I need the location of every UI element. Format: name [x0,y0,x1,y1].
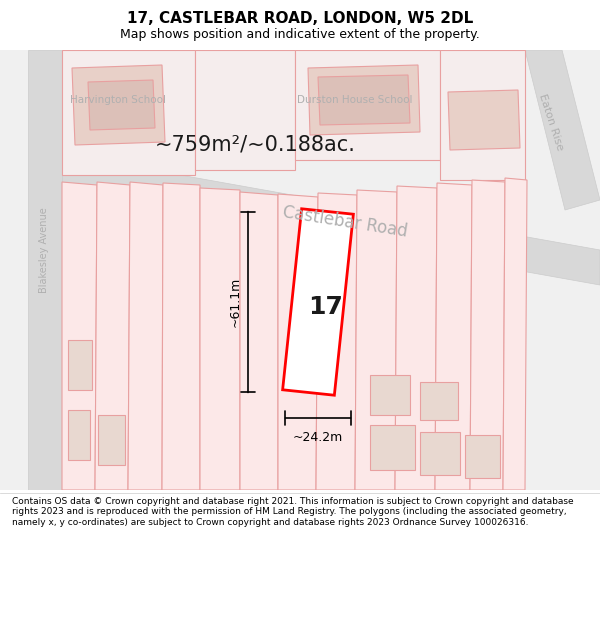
Polygon shape [72,65,165,145]
Polygon shape [440,50,525,180]
Text: Blakesley Avenue: Blakesley Avenue [39,207,49,293]
Polygon shape [470,180,505,490]
Polygon shape [503,178,527,490]
Text: Eaton Rise: Eaton Rise [537,92,565,152]
Polygon shape [370,425,415,470]
Polygon shape [195,50,295,170]
Polygon shape [62,50,195,175]
Text: Map shows position and indicative extent of the property.: Map shows position and indicative extent… [120,28,480,41]
Polygon shape [40,150,600,285]
Polygon shape [355,190,397,490]
Polygon shape [318,75,410,125]
Polygon shape [68,340,92,390]
Text: 17: 17 [308,295,343,319]
Polygon shape [278,194,318,490]
Text: ~759m²/~0.188ac.: ~759m²/~0.188ac. [155,135,355,155]
Polygon shape [435,183,472,490]
Polygon shape [448,90,520,150]
Text: Castlebar Road: Castlebar Road [281,203,409,241]
Polygon shape [395,186,437,490]
Text: Durston House School: Durston House School [297,95,413,105]
Polygon shape [420,382,458,420]
Text: 17, CASTLEBAR ROAD, LONDON, W5 2DL: 17, CASTLEBAR ROAD, LONDON, W5 2DL [127,11,473,26]
Polygon shape [62,182,97,490]
Polygon shape [316,193,357,490]
Polygon shape [370,375,410,415]
Text: Contains OS data © Crown copyright and database right 2021. This information is : Contains OS data © Crown copyright and d… [12,497,574,526]
Polygon shape [128,182,163,490]
Polygon shape [98,415,125,465]
Polygon shape [162,183,200,490]
Text: ~61.1m: ~61.1m [229,277,242,327]
Polygon shape [88,80,155,130]
Polygon shape [28,50,62,490]
Text: Harvington School: Harvington School [70,95,166,105]
Polygon shape [283,209,353,395]
Polygon shape [240,192,278,490]
Polygon shape [420,432,460,475]
Polygon shape [95,182,130,490]
Polygon shape [68,410,90,460]
Polygon shape [200,188,240,490]
Polygon shape [465,435,500,478]
Polygon shape [308,65,420,135]
Polygon shape [525,50,600,210]
Polygon shape [295,50,440,160]
Text: ~24.2m: ~24.2m [293,431,343,444]
